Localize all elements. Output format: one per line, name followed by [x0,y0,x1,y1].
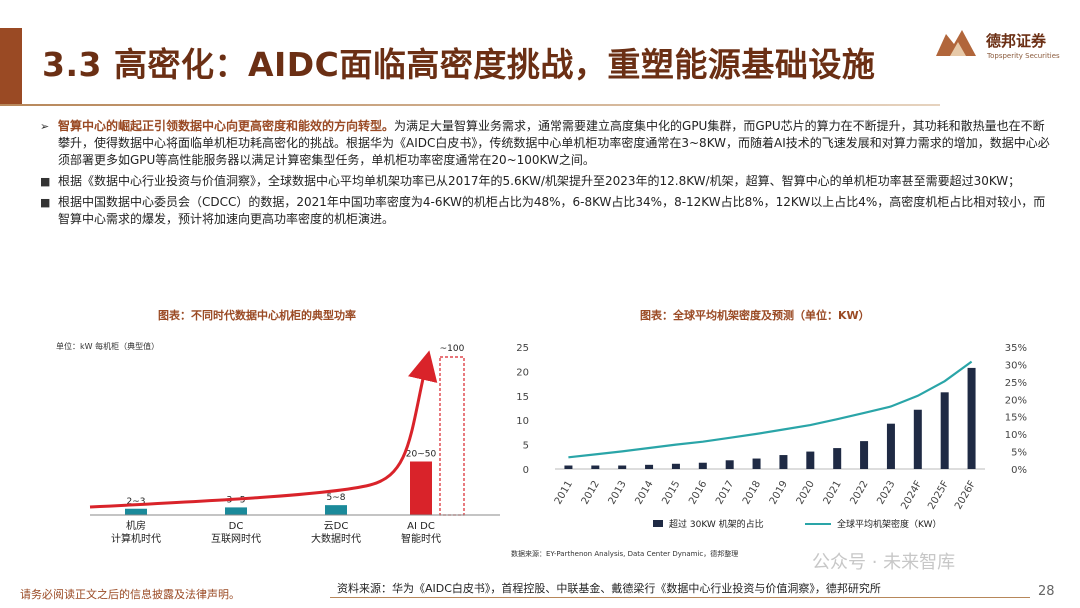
bullet-text: 根据《数据中心行业投资与价值洞察》，全球数据中心平均单机架功率已从2017年的5… [58,174,1021,188]
bullet-highlight: 智算中心的崛起正引领数据中心向更高密度和能效的方向转型。 [58,119,395,133]
bullet-item: ■ 根据《数据中心行业投资与价值洞察》，全球数据中心平均单机架功率已从2017年… [36,173,1056,190]
chart2-x-tick: 2013 [607,479,629,507]
bullet-square-icon: ■ [40,196,51,209]
chart1-growth-curve [89,350,438,509]
chart2-x-tick: 2021 [822,479,844,507]
chart1-value-label: 5~8 [327,493,346,503]
bullet-square-icon: ■ [40,175,51,188]
chart2-x-tick: 2014 [633,479,655,507]
chart2-right-tick: 30% [1005,360,1027,371]
chart1-category-sublabel: 互联网时代 [211,533,261,545]
chart2-bar [940,392,949,469]
chart2-bar [725,460,734,469]
chart2-legend-bar-swatch [653,520,663,527]
logo-name-cn: 德邦证券 [986,32,1047,50]
chart2-right-tick: 5% [1011,448,1027,459]
chart2-right-tick: 0% [1011,465,1027,476]
chart1-projection-bar [439,356,465,516]
chart1-projection-label: ~100 [440,344,465,354]
bullet-arrow-icon: ➢ [40,120,50,133]
chart2-bar [618,465,627,469]
chart2-x-tick: 2026F [953,479,978,512]
chart2-data-source: 数据来源：EY-Parthenon Analysis, Data Center … [511,550,739,558]
footer-source: 资料来源：华为《AIDC白皮书》，首程控股、中联基金、戴德梁行《数据中心行业投资… [337,582,881,595]
chart2-bar [886,423,895,469]
chart2-density-line [568,360,973,459]
title-divider [0,104,940,106]
chart2-bar [860,441,869,469]
chart1-category-sublabel: 大数据时代 [311,532,361,545]
chart2-right-tick: 10% [1005,430,1027,441]
chart2-left-tick: 20 [516,367,529,378]
chart2-bar [645,464,654,469]
chart2-bar [833,448,842,469]
chart1-category-label: DC [229,521,244,532]
chart1-category-sublabel: 智能时代 [401,532,441,545]
chart2-bar [752,458,761,469]
bullet-text: 根据中国数据中心委员会（CDCC）的数据，2021年中国功率密度为4-6KW的机… [58,195,1046,226]
bullet-list: ➢ 智算中心的崛起正引领数据中心向更高密度和能效的方向转型。为满足大量智算业务需… [36,118,1056,232]
bullet-text: 为满足大量智算业务需求，通常需要建立高度集中化的GPU集群，而GPU芯片的算力在… [58,119,1050,167]
footer-divider [330,597,1030,598]
title-bar [0,0,1080,108]
chart2-x-tick: 2017 [714,479,736,507]
chart2-right-tick: 20% [1005,395,1027,406]
title-accent-bar [0,28,22,106]
chart2-bar [779,455,788,469]
footer-disclaimer: 请务必阅读正文之后的信息披露及法律声明。 [20,588,240,601]
chart2-x-tick: 2019 [768,479,790,507]
watermark: 公众号 · 未来智库 [812,552,956,573]
chart2-x-tick: 2023 [875,479,897,507]
bullet-item: ■ 根据中国数据中心委员会（CDCC）的数据，2021年中国功率密度为4-6KW… [36,194,1056,228]
chart2-x-tick: 2024F [899,479,924,512]
company-logo: 德邦证券 Topsperity Securities [932,22,1072,72]
chart2-x-tick: 2020 [795,479,817,507]
chart2-left-tick: 0 [523,465,529,476]
page-title: 3.3 高密化：AIDC面临高密度挑战，重塑能源基础设施 [42,45,876,84]
chart2-left-tick: 5 [523,441,529,452]
chart1-bar [325,505,347,515]
chart2-x-tick: 2022 [848,479,870,507]
chart2-bar [564,465,573,469]
chart2-legend-bar-label: 超过 30KW 机架的占比 [669,518,764,530]
chart2-legend-line-label: 全球平均机架密度（KW） [837,518,941,530]
chart1-category-label: 机房 [126,519,146,532]
chart2-right-tick: 25% [1005,378,1027,389]
chart2-left-tick: 25 [516,343,529,354]
chart2-right-tick: 35% [1005,343,1027,354]
page-number: 28 [1038,584,1055,599]
chart1-bar [125,508,147,515]
chart1-bar [225,507,247,515]
chart2-x-tick: 2016 [687,479,709,507]
chart2-bar [806,451,815,469]
chart2-bar [967,367,976,469]
chart1-value-label: 2~3 [127,497,146,507]
chart2-bar [913,409,922,469]
chart2-x-tick: 2025F [926,479,951,512]
chart2-x-tick: 2011 [553,479,575,507]
chart2-x-tick: 2012 [580,479,602,507]
chart2-right-tick: 15% [1005,413,1027,424]
chart1-bar [410,461,432,515]
chart1-category-sublabel: 计算机时代 [111,532,161,545]
chart2-bar [591,465,600,469]
chart2-left-tick: 10 [516,416,529,427]
bullet-item: ➢ 智算中心的崛起正引领数据中心向更高密度和能效的方向转型。为满足大量智算业务需… [36,118,1056,169]
chart1-value-label: 20~50 [406,450,437,460]
chart2-bar [698,462,707,469]
chart1-category-label: AI DC [407,521,435,532]
chart1-title: 图表：不同时代数据中心机柜的典型功率 [158,309,356,322]
chart2-bar [671,463,680,469]
chart1-category-label: 云DC [324,521,349,532]
chart2-title: 图表：全球平均机架密度及预测（单位：KW） [640,309,870,322]
logo-mark-icon [932,26,980,64]
chart2-left-tick: 15 [516,392,529,403]
chart2-x-tick: 2015 [660,479,682,507]
chart1-unit: 单位：kW 每机柜（典型值） [56,342,160,351]
logo-name-en: Topsperity Securities [987,52,1060,60]
chart2-x-tick: 2018 [741,479,763,507]
chart2-global-rack-density: 0 5 10 15 20 25 0% 5% 10% 15% 20% 25% 30% 35% 2011 2012… [516,343,1027,530]
